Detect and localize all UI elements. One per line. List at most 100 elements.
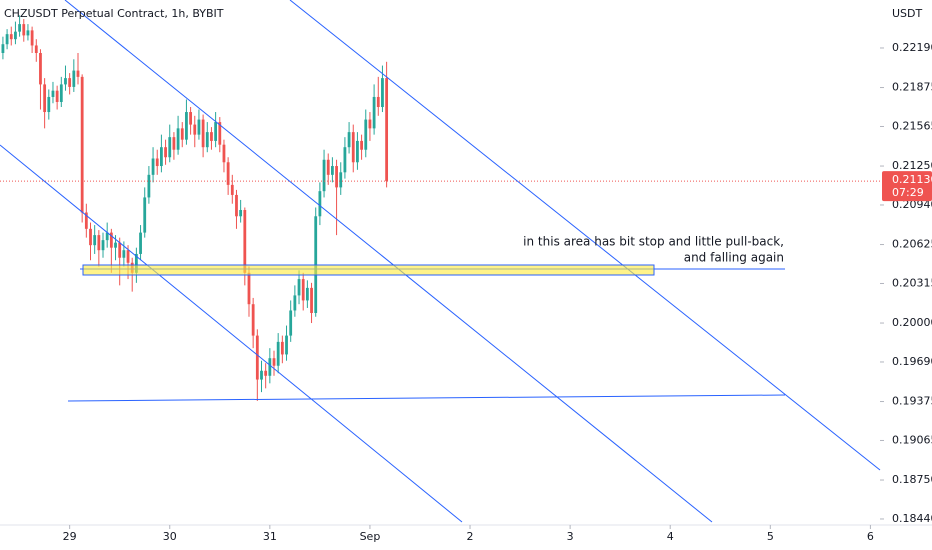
y-tick-label: 0.21565 <box>892 119 932 132</box>
candle-body <box>9 34 13 40</box>
candle-body <box>260 370 263 380</box>
annotation: and falling again <box>684 251 784 265</box>
x-tick-label: 30 <box>163 530 177 543</box>
candle-body <box>118 242 122 258</box>
support-line <box>67 394 786 402</box>
candle-body <box>381 78 384 108</box>
candle-body <box>160 147 163 167</box>
candle-body <box>330 166 334 175</box>
candle-body <box>18 24 22 32</box>
countdown: 07:29 <box>892 186 924 199</box>
candle-body <box>364 119 368 150</box>
x-tick-label: 6 <box>867 530 874 543</box>
candle-body <box>218 122 222 145</box>
candle-body <box>55 90 59 102</box>
candle-body <box>289 310 293 336</box>
trend-line <box>64 0 713 523</box>
candle-body <box>301 279 305 301</box>
candle-body <box>47 96 51 113</box>
candle-body <box>134 253 138 273</box>
candle-body <box>164 147 167 158</box>
x-tick-label: 31 <box>263 530 277 543</box>
candle-body <box>172 137 176 150</box>
candle-body <box>243 210 247 273</box>
x-tick-label: 5 <box>767 530 774 543</box>
candle-body <box>351 132 355 163</box>
y-tick-label: 0.20625 <box>892 238 932 251</box>
candle-body <box>347 132 351 148</box>
candle-body <box>230 184 234 195</box>
candle-body <box>293 295 297 311</box>
candle-body <box>80 76 84 213</box>
candle-body <box>155 158 159 167</box>
candle-body <box>210 132 213 141</box>
candle-body <box>305 287 309 301</box>
candle-body <box>64 78 67 85</box>
x-tick-label: 4 <box>667 530 674 543</box>
candle-body <box>14 31 17 40</box>
candle-body <box>109 232 113 248</box>
x-tick-label: 2 <box>467 530 474 543</box>
candle-body <box>297 279 301 296</box>
y-tick-label: 0.19375 <box>892 395 932 408</box>
y-tick-label: 0.18440 <box>892 512 932 525</box>
candle-body <box>30 30 34 46</box>
candle-body <box>251 304 255 336</box>
candle-body <box>247 272 251 305</box>
candle-body <box>376 96 380 108</box>
candle-body <box>343 147 347 173</box>
candle-body <box>168 137 172 158</box>
candle-body <box>197 119 201 135</box>
candle-body <box>235 194 238 217</box>
trend-line <box>289 0 881 471</box>
candle-body <box>285 335 288 355</box>
candle-body <box>201 119 205 148</box>
candle-body <box>89 228 92 246</box>
x-tick-label: 29 <box>63 530 77 543</box>
candle-body <box>101 240 105 251</box>
candle-body <box>76 70 80 77</box>
candle-body <box>147 174 151 198</box>
candle-body <box>5 34 9 45</box>
candle-body <box>122 250 126 258</box>
candle-body <box>185 112 188 140</box>
candle-body <box>272 358 276 366</box>
candle-body <box>226 162 230 185</box>
candle-body <box>93 235 97 246</box>
candle-body <box>105 232 109 241</box>
highlight-zone <box>82 264 655 276</box>
candle-body <box>72 70 76 87</box>
candle-body <box>43 84 47 113</box>
candle-body <box>143 197 147 233</box>
last-price-box <box>882 171 932 202</box>
chart-title: CHZUSDT Perpetual Contract, 1h, BYBIT <box>4 7 224 20</box>
candle-body <box>322 159 326 192</box>
candle-body <box>126 250 130 263</box>
candle-body <box>34 45 38 54</box>
candle-body <box>139 232 142 254</box>
candle-body <box>264 370 268 376</box>
candle-body <box>176 128 180 150</box>
candle-body <box>189 112 192 125</box>
x-tick-label: 3 <box>567 530 574 543</box>
candle-body <box>255 335 259 380</box>
candle-body <box>97 235 101 251</box>
candle-body <box>385 78 389 182</box>
candle-body <box>326 159 330 175</box>
candle-body <box>180 128 184 140</box>
candle-body <box>339 172 343 188</box>
candle-body <box>372 96 376 129</box>
candle-body <box>239 210 243 217</box>
candle-body <box>268 358 272 376</box>
candle-body <box>214 122 218 141</box>
annotation: in this area has bit stop and little pul… <box>523 235 784 249</box>
candle-body <box>84 212 88 229</box>
candle-body <box>360 140 363 150</box>
